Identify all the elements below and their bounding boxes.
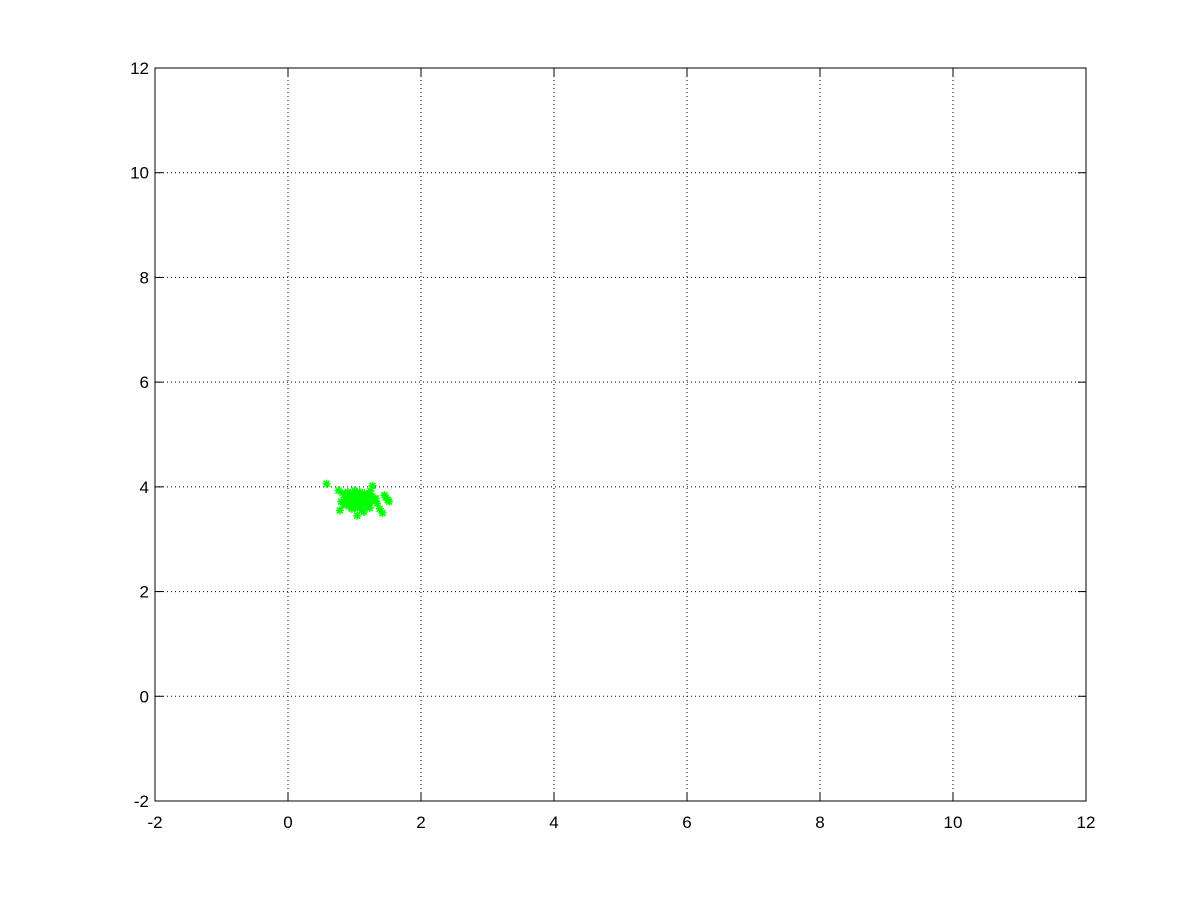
y-tick-label: -2 bbox=[134, 792, 149, 811]
plot-area bbox=[154, 67, 1087, 802]
x-tick-label: 6 bbox=[682, 813, 691, 832]
data-point bbox=[365, 503, 374, 512]
plot-frame bbox=[154, 67, 1087, 802]
y-tick-label: 0 bbox=[140, 687, 149, 706]
data-point bbox=[355, 502, 364, 511]
x-tick-label: 2 bbox=[416, 813, 425, 832]
x-tick-label: 8 bbox=[815, 813, 824, 832]
data-point bbox=[346, 500, 355, 509]
data-point bbox=[335, 506, 344, 515]
x-tick-label: 0 bbox=[283, 813, 292, 832]
y-tick-label: 6 bbox=[140, 373, 149, 392]
y-tick-label: 2 bbox=[140, 583, 149, 602]
x-tick-label: 12 bbox=[1077, 813, 1096, 832]
data-point bbox=[322, 479, 331, 488]
x-tick-labels: -2 0 2 4 6 8 10 12 bbox=[147, 813, 1095, 832]
data-point bbox=[378, 509, 387, 518]
data-point bbox=[349, 494, 358, 503]
x-tick-label: -2 bbox=[147, 813, 162, 832]
x-tick-label: 10 bbox=[944, 813, 963, 832]
y-tick-label: 10 bbox=[130, 164, 149, 183]
y-tick-label: 4 bbox=[140, 478, 149, 497]
y-tick-label: 12 bbox=[130, 59, 149, 78]
y-tick-label: 8 bbox=[140, 268, 149, 287]
data-point bbox=[353, 511, 362, 520]
y-tick-labels: -2 0 2 4 6 8 10 12 bbox=[130, 59, 149, 811]
data-points bbox=[322, 479, 394, 520]
data-point bbox=[363, 491, 372, 500]
x-tick-label: 4 bbox=[549, 813, 558, 832]
data-point bbox=[380, 491, 389, 500]
data-point bbox=[385, 497, 394, 506]
data-point bbox=[368, 481, 377, 490]
